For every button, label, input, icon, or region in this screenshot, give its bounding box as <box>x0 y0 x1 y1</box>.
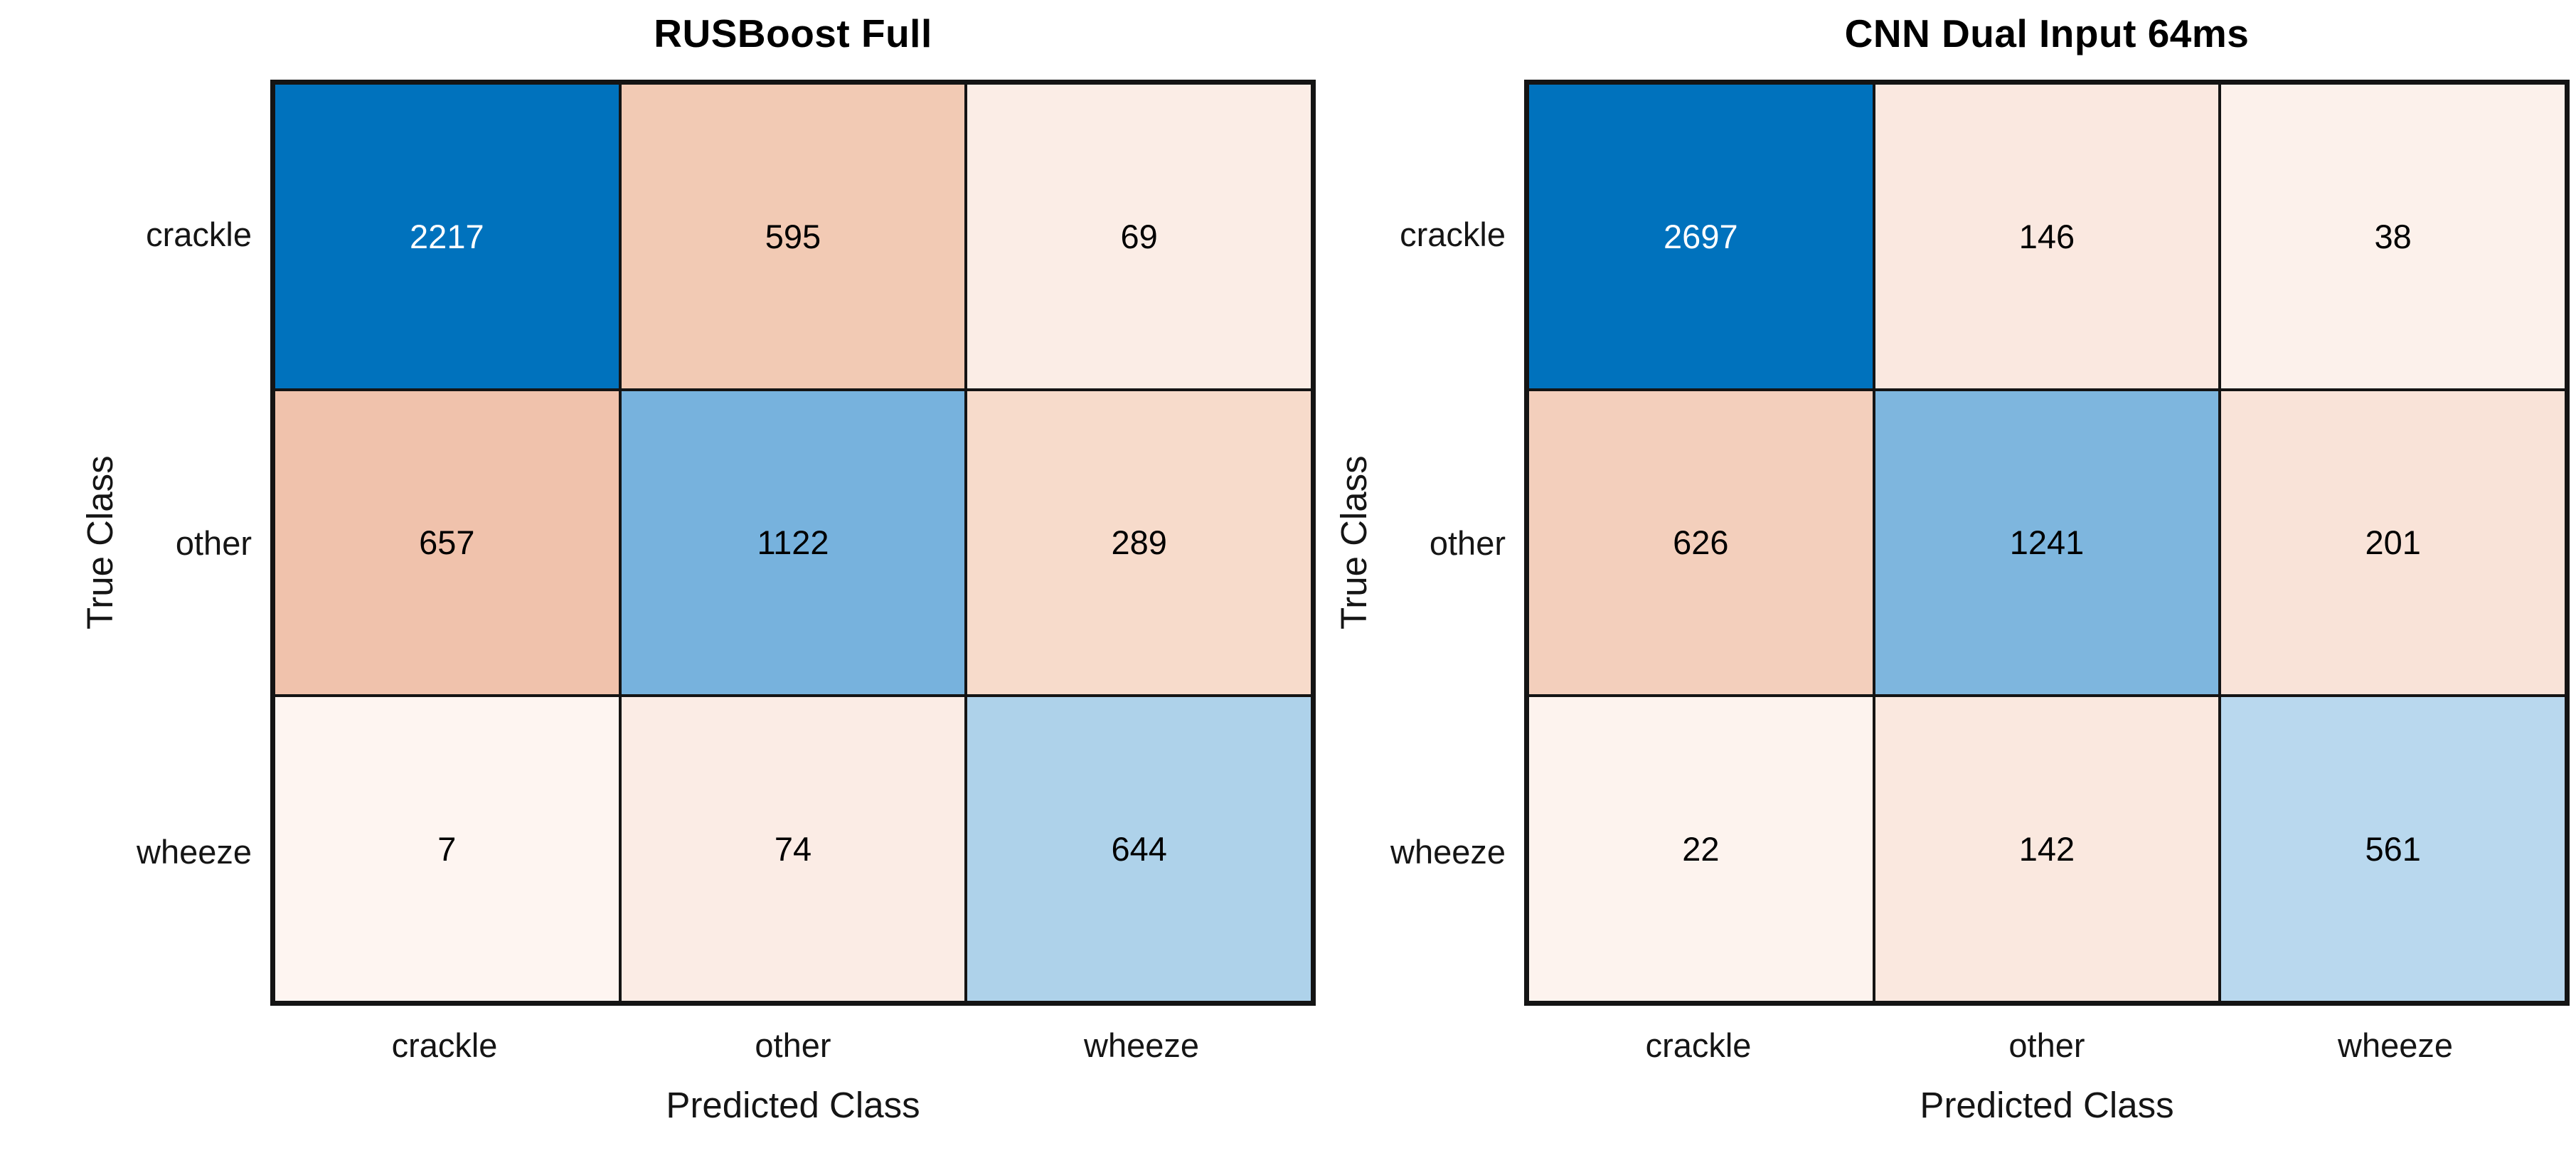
confusion-chart-rusboost: RUSBoost Full True Class crackle other whe… <box>71 0 1316 1152</box>
matrix-cell: 201 <box>2221 390 2565 695</box>
y-axis-label: True Class <box>1333 455 1374 630</box>
row-tick-label: wheeze <box>137 832 252 871</box>
matrix-cell: 142 <box>1875 697 2219 1001</box>
row-tick-label: crackle <box>146 215 252 253</box>
matrix-cell: 7 <box>275 697 619 1001</box>
matrix-cell: 69 <box>967 85 1311 388</box>
row-tick-label: other <box>175 524 252 562</box>
matrix-cell: 561 <box>2221 697 2565 1001</box>
row-tick-labels: crackle other wheeze <box>1382 80 1524 1006</box>
matrix-cell: 289 <box>967 390 1311 695</box>
col-tick-label: wheeze <box>1084 1026 1199 1064</box>
matrix-cell: 2217 <box>275 85 619 388</box>
matrix-cell: 2697 <box>1529 85 1873 388</box>
col-tick-labels: crackle other wheeze <box>270 1006 1316 1084</box>
confusion-matrix: 2217 595 69 657 1122 289 7 74 644 <box>270 80 1316 1006</box>
confusion-matrix: 2697 146 38 626 1241 201 22 142 561 <box>1524 80 2570 1006</box>
matrix-cell: 626 <box>1529 390 1873 695</box>
col-tick-label: wheeze <box>2338 1026 2453 1064</box>
col-tick-label: crackle <box>1645 1026 1752 1064</box>
matrix-cell: 1122 <box>621 390 965 695</box>
x-axis-label: Predicted Class <box>1920 1085 2174 1125</box>
matrix-cell: 146 <box>1875 85 2219 388</box>
x-axis-label: Predicted Class <box>666 1085 920 1125</box>
col-tick-labels: crackle other wheeze <box>1524 1006 2570 1084</box>
confusion-chart-cnn: CNN Dual Input 64ms True Class crackle ot… <box>1325 0 2570 1152</box>
matrix-cell: 1241 <box>1875 390 2219 695</box>
row-tick-label: other <box>1429 524 1506 562</box>
matrix-cell: 74 <box>621 697 965 1001</box>
matrix-cell: 38 <box>2221 85 2565 388</box>
row-tick-labels: crackle other wheeze <box>128 80 270 1006</box>
matrix-cell: 644 <box>967 697 1311 1001</box>
matrix-cell: 595 <box>621 85 965 388</box>
row-tick-label: crackle <box>1400 215 1506 253</box>
col-tick-label: other <box>755 1026 831 1064</box>
y-axis-label: True Class <box>79 455 120 630</box>
col-tick-label: other <box>2008 1026 2085 1064</box>
matrix-cell: 22 <box>1529 697 1873 1001</box>
matrix-cell: 657 <box>275 390 619 695</box>
row-tick-label: wheeze <box>1390 832 1506 871</box>
col-tick-label: crackle <box>391 1026 498 1064</box>
chart-title: CNN Dual Input 64ms <box>1844 11 2250 55</box>
chart-title: RUSBoost Full <box>654 11 932 55</box>
